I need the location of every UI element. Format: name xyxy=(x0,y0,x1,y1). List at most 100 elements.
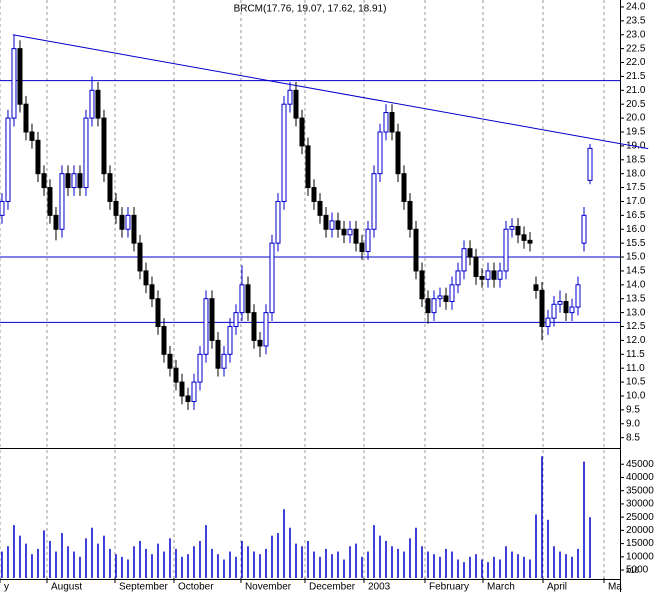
candle-body xyxy=(395,131,401,175)
candle-body xyxy=(437,295,443,300)
candle-body xyxy=(317,200,323,216)
volume-tick-label: 15000 xyxy=(626,538,654,549)
candle-body xyxy=(23,103,29,133)
y-tick-label: 9.5 xyxy=(626,405,640,416)
candle-body xyxy=(467,248,473,258)
y-tick-label: 16.0 xyxy=(626,224,646,235)
y-tick-label: 11.5 xyxy=(626,349,645,360)
y-tick-label: 12.5 xyxy=(626,321,646,332)
candle-body xyxy=(497,270,503,280)
volume-tick-label: 20000 xyxy=(626,525,654,536)
candle-body xyxy=(443,295,449,303)
candle-body xyxy=(59,173,65,230)
candle-body xyxy=(509,225,515,230)
y-tick-label: 21.0 xyxy=(626,85,646,96)
y-tick-label: 10.0 xyxy=(626,391,646,402)
y-tick-label: 15.5 xyxy=(626,238,646,249)
candle-body xyxy=(0,200,5,216)
candle-body xyxy=(521,234,527,241)
y-tick-label: 14.5 xyxy=(626,266,646,277)
y-tick-label: 15.0 xyxy=(626,252,646,263)
y-tick-label: 18.0 xyxy=(626,168,646,179)
candle-body xyxy=(359,242,365,252)
candle-body xyxy=(341,228,347,236)
candle-body xyxy=(485,270,491,280)
candle-body xyxy=(245,284,251,314)
candle-body xyxy=(275,200,281,244)
volume-tick-label: 5000 xyxy=(626,565,649,576)
candle-body xyxy=(311,187,317,202)
candle-body xyxy=(503,228,509,272)
candle-body xyxy=(251,312,257,341)
candle-body xyxy=(173,367,179,383)
y-tick-label: 24.0 xyxy=(626,2,646,13)
volume-tick-label: 35000 xyxy=(626,485,654,496)
x-tick-label: September xyxy=(119,582,169,592)
candle-body xyxy=(329,220,335,230)
y-tick-label: 23.5 xyxy=(626,15,646,26)
volume-tick-label: 25000 xyxy=(626,512,654,523)
y-tick-label: 14.0 xyxy=(626,279,646,290)
candle-body xyxy=(425,298,431,314)
candle-body xyxy=(155,298,161,328)
candle-body xyxy=(539,289,545,328)
candle-body xyxy=(479,275,485,280)
y-tick-label: 23.0 xyxy=(626,29,646,40)
candle-body xyxy=(35,139,41,175)
y-tick-label: 17.5 xyxy=(626,182,646,193)
candle-body xyxy=(239,284,245,314)
candle-body xyxy=(545,317,551,328)
candle-body xyxy=(473,256,479,277)
candle-body xyxy=(383,112,389,133)
candle-body xyxy=(233,312,239,328)
candle-body xyxy=(299,117,305,147)
y-tick-label: 11.0 xyxy=(626,363,645,374)
candle-body xyxy=(203,298,209,355)
candle-body xyxy=(71,173,77,189)
candle-body xyxy=(197,353,203,383)
candle-body xyxy=(419,270,425,300)
candle-body xyxy=(107,173,113,202)
candle-body xyxy=(119,214,125,230)
y-tick-label: 21.5 xyxy=(626,71,646,82)
candle-body xyxy=(281,103,287,202)
candle-body xyxy=(323,214,329,230)
candle-body xyxy=(221,353,227,369)
y-tick-label: 22.0 xyxy=(626,57,646,68)
candle-body xyxy=(11,48,17,119)
candle-body xyxy=(413,228,419,272)
candle-body xyxy=(533,284,539,291)
candle-body xyxy=(389,112,395,133)
x-tick-label: April xyxy=(547,582,567,592)
y-tick-label: 8.5 xyxy=(626,432,640,443)
candle-body xyxy=(305,145,311,189)
candle-body xyxy=(491,270,497,280)
x-tick-label: March xyxy=(487,582,515,592)
candle-body xyxy=(431,298,437,314)
candle-body xyxy=(347,228,353,236)
y-tick-label: 12.0 xyxy=(626,335,646,346)
candle-body xyxy=(365,228,371,252)
candle-body xyxy=(371,173,377,230)
candle-body xyxy=(227,326,233,355)
y-tick-label: 22.5 xyxy=(626,43,646,54)
candle-body xyxy=(29,131,35,141)
candle-body xyxy=(137,242,143,272)
volume-tick-label: 30000 xyxy=(626,499,654,510)
candle-body xyxy=(209,298,215,341)
y-tick-label: 16.5 xyxy=(626,210,646,221)
candle-body xyxy=(95,89,101,119)
x-tick-label: December xyxy=(309,582,356,592)
y-tick-label: 17.0 xyxy=(626,196,646,207)
candle-body xyxy=(569,306,575,314)
candle-body xyxy=(377,131,383,175)
candle-body xyxy=(455,270,461,286)
x-tick-label: November xyxy=(245,582,292,592)
x-tick-label: August xyxy=(51,582,82,592)
y-tick-label: 19.5 xyxy=(626,127,646,138)
trend-line xyxy=(12,34,649,150)
chart-title: BRCM(17.76, 19.07, 17.62, 18.91) xyxy=(234,4,387,15)
x-tick-label: Ma xyxy=(608,582,622,592)
